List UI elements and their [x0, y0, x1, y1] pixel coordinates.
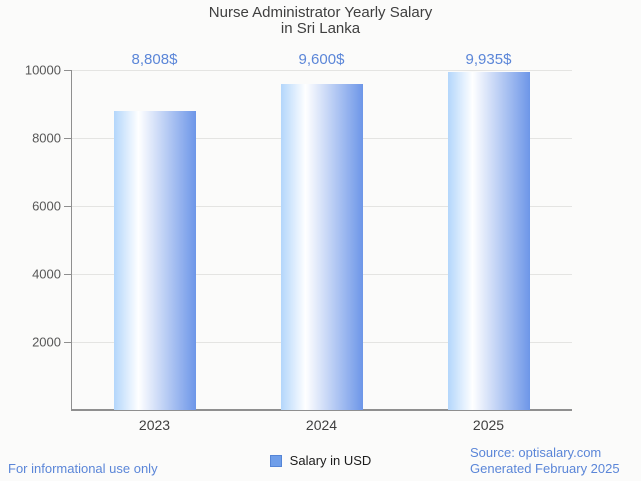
y-tick-label-8000: 8000: [32, 130, 61, 146]
chart-title-line2: in Sri Lanka: [280, 20, 361, 37]
y-tick-mark-10000: [64, 70, 71, 71]
y-tick-mark-6000: [64, 206, 71, 207]
y-axis-line: [71, 70, 72, 410]
bar-2023[interactable]: [113, 110, 196, 410]
y-tick-label-2000: 2000: [32, 334, 61, 350]
generated-text: Generated February 2025: [470, 461, 620, 476]
chart-title-line1: Nurse Administrator Yearly Salary: [208, 4, 433, 21]
x-axis-label-2023: 2023: [138, 417, 171, 433]
value-label-2024: 9,600$: [298, 51, 345, 68]
legend-swatch: [269, 454, 282, 467]
y-tick-label-10000: 10000: [24, 62, 61, 78]
y-tick-mark-2000: [64, 342, 71, 343]
y-tick-mark-4000: [64, 274, 71, 275]
bar-2024[interactable]: [280, 83, 363, 410]
gridline-10000: [71, 70, 572, 71]
disclaimer-text: For informational use only: [8, 461, 158, 476]
legend-label: Salary in USD: [289, 453, 372, 468]
y-tick-label-4000: 4000: [32, 266, 61, 282]
value-label-2025: 9,935$: [465, 51, 512, 68]
x-axis-label-2024: 2024: [305, 417, 338, 433]
chart-title: Nurse Administrator Yearly Salary in Sri…: [0, 5, 641, 37]
y-tick-mark-8000: [64, 138, 71, 139]
legend: Salary in USD: [0, 453, 641, 468]
source-text: Source: optisalary.com: [470, 445, 602, 460]
x-axis-line: [71, 409, 572, 411]
value-label-2023: 8,808$: [131, 51, 178, 68]
plot-area: 2000 4000 6000 8000 10000 8,808$ 2023 9,600$ 202…: [25, 51, 572, 433]
x-axis-label-2025: 2025: [472, 417, 505, 433]
source-attribution: Source: optisalary.com Generated Februar…: [470, 445, 620, 477]
y-tick-label-6000: 6000: [32, 198, 61, 214]
bar-2025[interactable]: [447, 72, 530, 410]
